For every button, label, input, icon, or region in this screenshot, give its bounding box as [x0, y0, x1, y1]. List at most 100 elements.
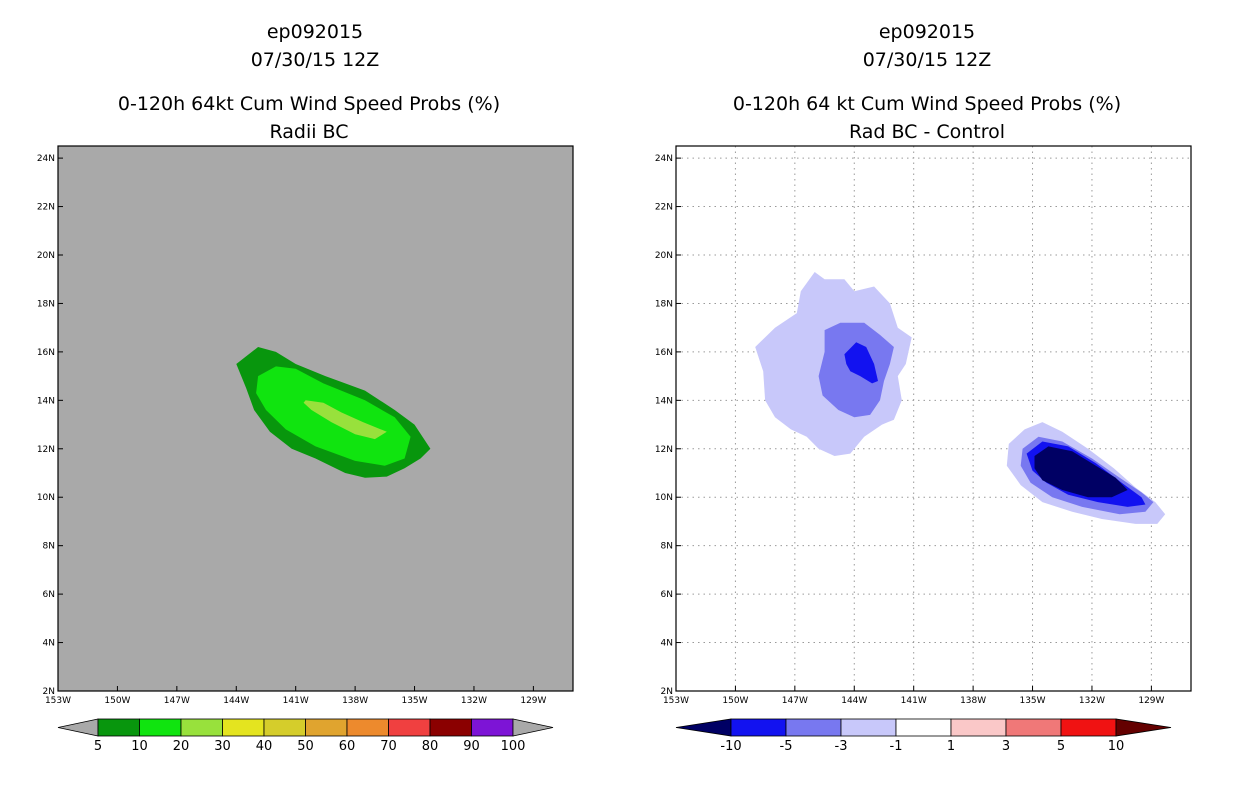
colorbar-label: 10 [1108, 739, 1125, 754]
y-tick-label: 22N [37, 203, 55, 213]
left-colorbar: 5 10 20 30 40 50 60 70 80 90 100 [57, 718, 554, 754]
x-tick-label: 153W [45, 696, 71, 706]
x-tick-label: 141W [283, 696, 309, 706]
y-tick-label: 4N [43, 639, 55, 649]
y-tick-label: 12N [37, 445, 55, 455]
y-tick-label: 6N [661, 590, 673, 600]
x-tick-label: 138W [960, 696, 986, 706]
y-tick-label: 20N [37, 251, 55, 261]
left-chart-subtitle: Radii BC [269, 121, 348, 143]
y-tick-label: 2N [43, 687, 55, 697]
left-x-axis: 153W 150W 147W 144W 141W 138W 135W 132W 129W [45, 686, 547, 706]
colorbar-label: 5 [1057, 739, 1065, 754]
colorbar-label: 1 [947, 739, 955, 754]
x-tick-label: 138W [342, 696, 368, 706]
right-storm-id: ep092015 [879, 21, 975, 43]
right-x-axis: 153W 150W 147W 144W 141W 138W 135W 132W 129W [663, 686, 1165, 706]
colorbar-swatch [388, 718, 431, 737]
colorbar-label: 20 [173, 739, 190, 754]
y-tick-label: 6N [43, 590, 55, 600]
right-date: 07/30/15 12Z [863, 49, 992, 71]
y-tick-label: 4N [661, 639, 673, 649]
x-tick-label: 129W [520, 696, 546, 706]
x-tick-label: 141W [901, 696, 927, 706]
colorbar-label: -10 [720, 739, 741, 754]
y-tick-label: 16N [37, 348, 55, 358]
left-y-axis: 2N 4N 6N 8N 10N 12N 14N 16N 18N 20N 22N 24N [37, 154, 63, 697]
x-tick-label: 132W [461, 696, 487, 706]
colorbar-label: 30 [214, 739, 231, 754]
x-tick-label: 153W [663, 696, 689, 706]
contour-level-neg5-2 [844, 342, 878, 384]
colorbar-swatch [263, 718, 306, 737]
right-plot-frame [675, 145, 1192, 692]
colorbar-label: 60 [339, 739, 356, 754]
y-tick-label: 10N [37, 493, 55, 503]
colorbar-label: 70 [380, 739, 397, 754]
colorbar-label: 10 [131, 739, 148, 754]
colorbar-swatch [730, 718, 787, 737]
y-tick-label: 8N [661, 542, 673, 552]
y-tick-label: 8N [43, 542, 55, 552]
right-panel: ep092015 07/30/15 12Z 0-120h 64 kt Cum W… [655, 21, 1192, 754]
colorbar-swatch [305, 718, 348, 737]
x-tick-label: 135W [1019, 696, 1045, 706]
y-tick-label: 18N [37, 299, 55, 309]
contour-level-20-2 [303, 400, 387, 440]
y-tick-label: 22N [655, 203, 673, 213]
left-plot-frame [57, 145, 574, 692]
y-tick-label: 14N [655, 396, 673, 406]
y-tick-label: 14N [37, 396, 55, 406]
right-colorbar: -10 -5 -3 -1 1 3 5 10 [675, 718, 1172, 754]
x-tick-label: 144W [223, 696, 249, 706]
colorbar-label: -1 [890, 739, 903, 754]
colorbar-label: -3 [835, 739, 848, 754]
x-tick-label: 132W [1079, 696, 1105, 706]
left-chart-title: 0-120h 64kt Cum Wind Speed Probs (%) [118, 93, 500, 115]
right-contours [755, 272, 1166, 524]
colorbar-over-arrow [512, 718, 554, 737]
y-tick-label: 12N [655, 445, 673, 455]
colorbar-swatch [222, 718, 265, 737]
right-chart-title: 0-120h 64 kt Cum Wind Speed Probs (%) [733, 93, 1121, 115]
y-tick-label: 20N [655, 251, 673, 261]
colorbar-over-arrow [1115, 718, 1172, 737]
left-storm-id: ep092015 [267, 21, 363, 43]
y-tick-label: 2N [661, 687, 673, 697]
colorbar-label: 90 [463, 739, 480, 754]
colorbar-swatch [429, 718, 472, 737]
colorbar-swatch [97, 718, 140, 737]
x-tick-label: 144W [841, 696, 867, 706]
colorbar-swatch [1005, 718, 1062, 737]
right-chart-subtitle: Rad BC - Control [849, 121, 1005, 143]
left-date: 07/30/15 12Z [251, 49, 380, 71]
left-contours [236, 347, 431, 478]
x-tick-label: 135W [401, 696, 427, 706]
colorbar-label: 50 [297, 739, 314, 754]
x-tick-label: 150W [104, 696, 130, 706]
colorbar-swatch [950, 718, 1007, 737]
left-panel: ep092015 07/30/15 12Z 0-120h 64kt Cum Wi… [37, 21, 574, 754]
colorbar-swatch [471, 718, 514, 737]
colorbar-swatch [346, 718, 389, 737]
colorbar-label: 100 [501, 739, 526, 754]
colorbar-swatch [180, 718, 223, 737]
colorbar-swatch [840, 718, 897, 737]
y-tick-label: 24N [655, 154, 673, 164]
colorbar-label: 3 [1002, 739, 1010, 754]
x-tick-label: 129W [1138, 696, 1164, 706]
colorbar-swatch [139, 718, 182, 737]
y-tick-label: 10N [655, 493, 673, 503]
y-tick-label: 16N [655, 348, 673, 358]
right-plot-area [676, 146, 1191, 691]
y-tick-label: 24N [37, 154, 55, 164]
colorbar-under-arrow [675, 718, 732, 737]
colorbar-label: 40 [256, 739, 273, 754]
contour-level-neg10-6 [1034, 446, 1128, 498]
colorbar-swatch [1060, 718, 1117, 737]
x-tick-label: 150W [722, 696, 748, 706]
right-y-axis: 2N 4N 6N 8N 10N 12N 14N 16N 18N 20N 22N 24N [655, 154, 681, 697]
colorbar-swatch [785, 718, 842, 737]
y-tick-label: 18N [655, 299, 673, 309]
